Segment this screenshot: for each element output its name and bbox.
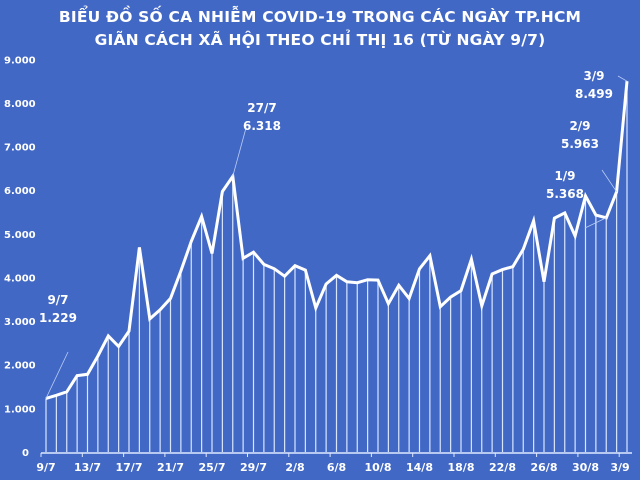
chart-title: BIỂU ĐỒ SỐ CA NHIỄM COVID-19 TRONG CÁC N… bbox=[0, 6, 640, 52]
x-tick-label: 13/7 bbox=[74, 461, 101, 474]
x-tick-label: 10/8 bbox=[365, 461, 392, 474]
annotation-date: 9/7 bbox=[47, 293, 68, 307]
cases-line bbox=[45, 81, 629, 400]
chart-title-line2: GIÃN CÁCH XÃ HỘI THEO CHỈ THỊ 16 (TỪ NGÀ… bbox=[94, 31, 546, 49]
chart-title-line1: BIỂU ĐỒ SỐ CA NHIỄM COVID-19 TRONG CÁC N… bbox=[58, 8, 582, 26]
x-tick-label: 3/9 bbox=[610, 461, 629, 474]
x-tick-label: 21/7 bbox=[157, 461, 184, 474]
y-tick-label: 9.000 bbox=[4, 55, 36, 66]
annotation-value: 1.229 bbox=[39, 311, 77, 325]
y-tick-label: 5.000 bbox=[4, 230, 36, 241]
x-tick-label: 26/8 bbox=[531, 461, 558, 474]
y-tick-label: 2.000 bbox=[4, 361, 36, 372]
x-tick-label: 14/8 bbox=[406, 461, 433, 474]
y-tick-label: 6.000 bbox=[4, 186, 36, 197]
annotation-date: 2/9 bbox=[569, 119, 590, 133]
x-tick-label: 9/7 bbox=[36, 461, 55, 474]
x-tick-label: 22/8 bbox=[489, 461, 516, 474]
y-tick-label: 3.000 bbox=[4, 317, 36, 328]
annotation-leader-line bbox=[45, 351, 69, 399]
annotation-date: 1/9 bbox=[554, 169, 575, 183]
annotation-date: 27/7 bbox=[247, 101, 276, 115]
annotation-leader-line bbox=[617, 75, 628, 82]
x-tick-label: 2/8 bbox=[285, 461, 304, 474]
annotation-value: 5.368 bbox=[546, 187, 584, 201]
y-tick-label: 0 bbox=[22, 448, 29, 459]
y-tick-label: 4.000 bbox=[4, 273, 36, 284]
annotation-value: 6.318 bbox=[243, 119, 281, 133]
x-tick-label: 17/7 bbox=[116, 461, 143, 474]
y-tick-label: 1.000 bbox=[4, 404, 36, 415]
annotation-value: 8.499 bbox=[575, 87, 613, 101]
x-tick-label: 29/7 bbox=[240, 461, 267, 474]
annotation-leader-line bbox=[601, 169, 617, 193]
annotation-value: 5.963 bbox=[561, 137, 599, 151]
x-tick-label: 6/8 bbox=[327, 461, 346, 474]
x-tick-label: 30/8 bbox=[572, 461, 599, 474]
x-tick-label: 18/8 bbox=[448, 461, 475, 474]
x-tick-label: 25/7 bbox=[199, 461, 226, 474]
y-tick-label: 7.000 bbox=[4, 143, 36, 154]
annotation-leader-line bbox=[232, 127, 247, 177]
y-tick-label: 8.000 bbox=[4, 99, 36, 110]
annotation-leader-line bbox=[584, 217, 607, 229]
annotation-date: 3/9 bbox=[583, 69, 604, 83]
